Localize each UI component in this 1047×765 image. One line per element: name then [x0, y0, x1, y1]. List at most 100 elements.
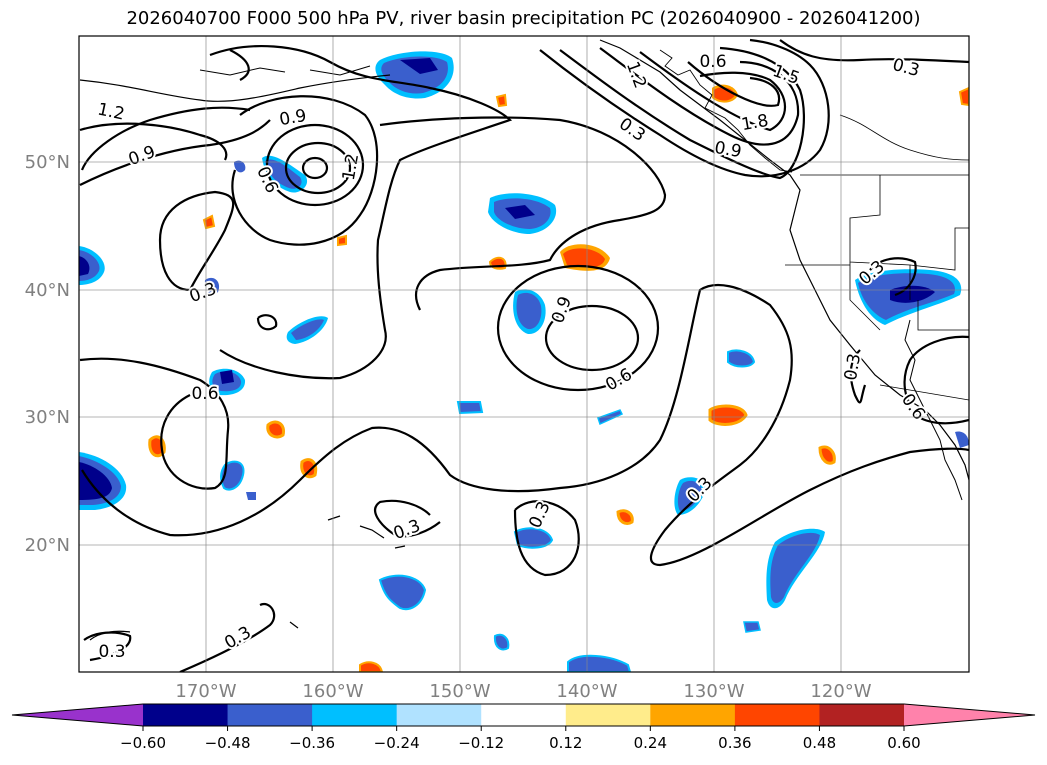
colorbar-extend-low [12, 704, 143, 726]
negative-blob [743, 621, 761, 633]
map-frame [78, 35, 970, 673]
pv-contour [79, 357, 230, 490]
colorbar-tick-label: 0.48 [803, 734, 836, 752]
pv-contour [229, 49, 250, 81]
pv-contour [869, 257, 917, 297]
colorbar-segment [819, 704, 905, 726]
positive-blob [818, 445, 836, 465]
pv-contour [513, 500, 580, 577]
pv-contour [79, 122, 228, 161]
contour-label: 0.6 [191, 384, 218, 404]
colorbar-segment [396, 704, 482, 726]
positive-blob [563, 248, 605, 268]
pv-contour [849, 349, 867, 404]
contour-label: 0.3 [391, 516, 423, 544]
colorbar-segment [227, 704, 313, 726]
positive-blob [495, 93, 508, 108]
pv-contour [231, 95, 379, 246]
lon-label: 170°W [175, 681, 236, 702]
colorbar-segment [734, 704, 820, 726]
pv-contour [256, 314, 278, 331]
pv-contour [496, 264, 660, 392]
negative-blob [513, 527, 554, 549]
colorbar: −0.60 −0.48 −0.36 −0.24 −0.12 0.12 0.24 0.36 0.4… [11, 703, 1036, 752]
negative-blob [378, 574, 427, 610]
pv-contours [79, 38, 969, 672]
lon-label: 150°W [429, 681, 490, 702]
colorbar-segment [143, 704, 229, 726]
contour-label: 1.8 [740, 111, 770, 135]
pv-contour [301, 156, 329, 180]
pv-contour [903, 335, 969, 425]
colorbar-tick-label: −0.24 [374, 734, 420, 752]
lat-label: 30°N [25, 407, 70, 428]
positive-blob [708, 404, 748, 426]
lon-label: 160°W [302, 681, 363, 702]
colorbar-tick-label: −0.12 [458, 734, 504, 752]
positive-blob [266, 420, 286, 439]
pv-contour [81, 283, 969, 567]
pv-contour [374, 499, 441, 538]
contour-label: 0.3 [615, 114, 649, 146]
pv-contour [539, 38, 830, 178]
negative-blob [567, 654, 632, 672]
contour-label: 1.2 [339, 152, 363, 182]
lon-label: 130°W [683, 681, 744, 702]
negative-blob [493, 633, 510, 651]
positive-blob [337, 234, 347, 247]
political-borders [785, 114, 969, 401]
negative-blob [79, 246, 105, 285]
pv-contour [80, 106, 251, 171]
plot-title: 2026040700 F000 500 hPa PV, river basin … [126, 8, 921, 29]
pv-contour [265, 123, 365, 207]
negative-blob [513, 289, 546, 335]
colorbar-tick-label: −0.48 [205, 734, 251, 752]
negative-blob [79, 452, 127, 510]
pv-contour [544, 304, 640, 372]
colorbar-extend-high [904, 704, 1035, 726]
negative-blob [766, 528, 825, 609]
contour-label: 0.6 [699, 52, 726, 72]
pv-contour [779, 39, 969, 64]
positive-blob [202, 214, 216, 230]
colorbar-tick-label: 0.24 [634, 734, 667, 752]
lat-label: 20°N [25, 535, 70, 556]
negative-blob [375, 51, 454, 99]
contour-label: 0.3 [221, 623, 254, 654]
contour-label: 0.3 [841, 352, 865, 382]
latitude-labels: 50°N 40°N 30°N 20°N [25, 152, 70, 556]
negative-blob [456, 401, 484, 415]
negative-blob [209, 368, 246, 396]
negative-blob [727, 349, 756, 368]
contour-label: 0.9 [548, 294, 576, 326]
pv-contour [79, 119, 271, 186]
lat-label: 50°N [25, 152, 70, 173]
coastlines [79, 39, 969, 641]
colorbar-tick-label: 0.12 [549, 734, 582, 752]
negative-blob [234, 160, 246, 173]
positive-blob [300, 458, 318, 479]
colorbar-segment [312, 704, 398, 726]
pv-contour [83, 631, 132, 662]
lon-label: 120°W [810, 681, 871, 702]
negative-blob [674, 477, 706, 515]
colorbar-tick-label: 0.36 [718, 734, 751, 752]
positive-blob [359, 661, 384, 672]
gridlines [79, 36, 969, 672]
positive-blob [616, 509, 634, 526]
negative-blob [855, 269, 962, 325]
lon-label: 140°W [556, 681, 617, 702]
pv-contour [639, 51, 786, 132]
pv-contour [284, 141, 352, 195]
positive-blob [958, 86, 969, 107]
colorbar-segment [481, 704, 567, 726]
colorbar-tick-label: 0.60 [887, 734, 920, 752]
colorbar-segment [650, 704, 736, 726]
colorbar-tick-label: −0.36 [289, 734, 335, 752]
pv-contour [179, 602, 276, 672]
negative-blob [246, 492, 256, 500]
negative-blob [488, 193, 557, 234]
colorbar-tick-label: −0.60 [120, 734, 166, 752]
pv-contour [158, 190, 235, 292]
